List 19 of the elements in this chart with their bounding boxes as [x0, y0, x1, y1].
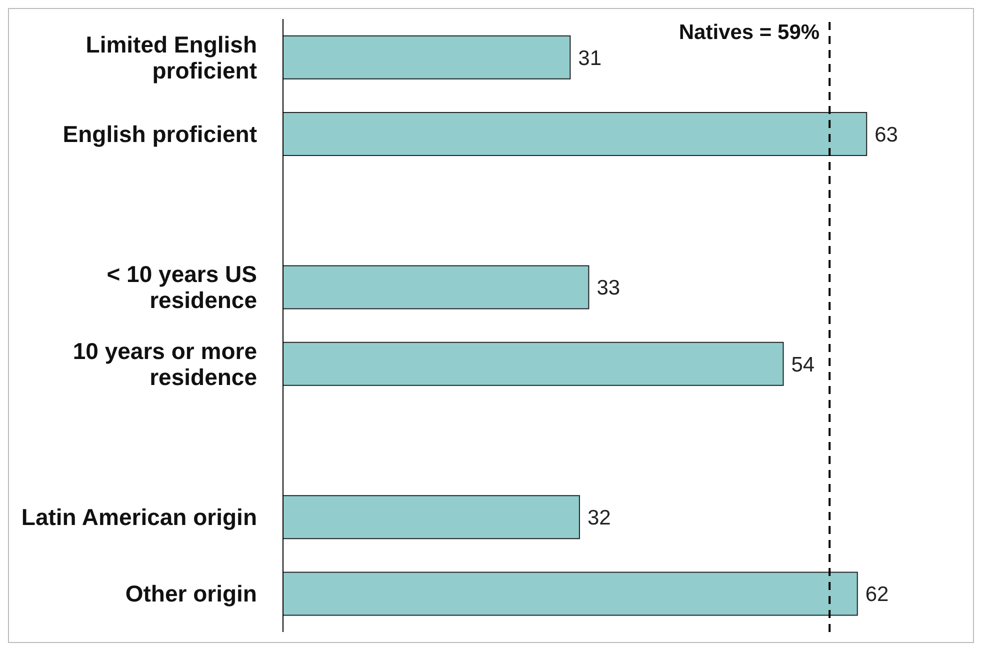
ref-line-label: Natives = 59% [678, 21, 820, 44]
bar [283, 35, 571, 80]
bar [283, 495, 580, 540]
bar [283, 572, 858, 616]
y-tick-label: Latin American origin [21, 504, 257, 530]
y-tick-label: Limited English proficient [86, 31, 258, 84]
data-label: 54 [791, 353, 815, 376]
bar [283, 265, 590, 310]
data-label: 32 [587, 506, 611, 530]
y-tick-label: 10 years or more residence [72, 338, 257, 390]
y-tick-label: English proficient [62, 120, 258, 147]
bar [283, 342, 784, 386]
data-label: 31 [578, 46, 602, 70]
data-label: 63 [874, 123, 898, 146]
data-label: 33 [596, 276, 620, 300]
bar [283, 112, 868, 156]
data-label: 62 [865, 583, 889, 606]
y-tick-label: Other origin [125, 580, 257, 607]
y-tick-label: < 10 years US residence [106, 261, 257, 314]
